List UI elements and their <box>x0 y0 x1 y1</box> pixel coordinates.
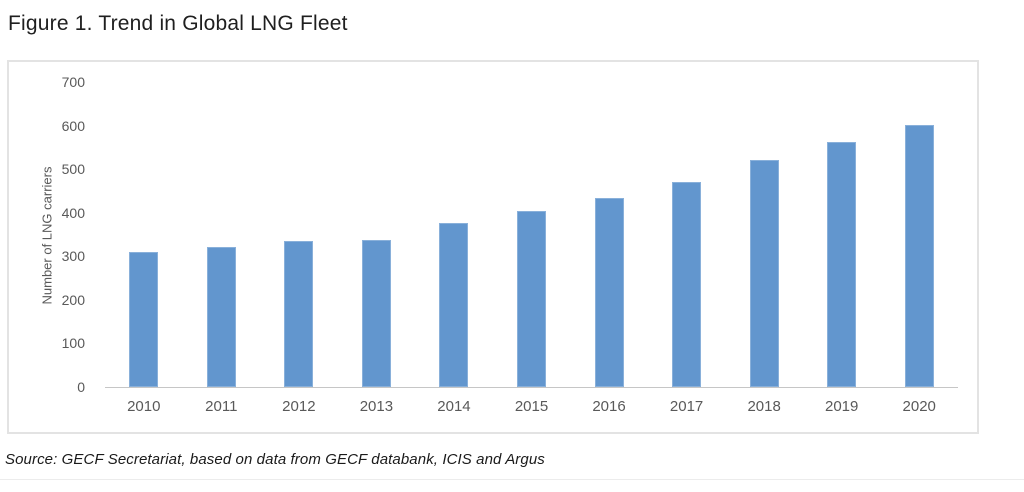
x-tick-label-2013: 2013 <box>359 398 394 415</box>
x-tick-label-2019: 2019 <box>824 398 859 415</box>
y-tick-label-100: 100 <box>61 335 85 352</box>
bar-2020 <box>904 124 934 387</box>
x-tick-label-2018: 2018 <box>747 398 781 415</box>
y-tick-label-200: 200 <box>61 291 85 308</box>
bar-2018 <box>749 160 779 387</box>
chart-panel: Number of LNG carriers 0 100 200 300 400 500 6… <box>7 60 979 434</box>
bar-2015 <box>517 210 546 387</box>
y-tick-label-400: 400 <box>61 204 85 221</box>
bottom-divider <box>0 479 1024 480</box>
y-tick-label-500: 500 <box>61 161 85 178</box>
x-tick-label-2014: 2014 <box>437 398 471 415</box>
bar-2014 <box>439 222 469 387</box>
bar-2016 <box>594 197 624 387</box>
bar-2010 <box>129 251 159 387</box>
x-tick-label-2015: 2015 <box>514 398 549 415</box>
figure-title: Figure 1. Trend in Global LNG Fleet <box>8 12 348 35</box>
y-tick-label-600: 600 <box>61 117 85 134</box>
y-tick-label-0: 0 <box>77 379 85 395</box>
y-tick-label-300: 300 <box>61 248 85 265</box>
bar-2012 <box>284 241 314 387</box>
x-tick-label-2017: 2017 <box>669 398 704 415</box>
x-tick-label-2010: 2010 <box>127 398 161 415</box>
x-tick-label-2016: 2016 <box>592 398 626 415</box>
source-note: Source: GECF Secretariat, based on data … <box>5 451 545 468</box>
y-tick-label-700: 700 <box>61 74 85 90</box>
bar-2019 <box>827 142 857 387</box>
x-axis-line <box>105 387 958 388</box>
bar-2017 <box>672 182 702 387</box>
x-tick-label-2011: 2011 <box>205 398 238 415</box>
x-axis-labels: 2010 2011 2012 2013 2014 2015 2016 2017 2018 2019… <box>105 398 958 418</box>
plot-area <box>105 82 958 387</box>
x-tick-label-2020: 2020 <box>902 398 936 415</box>
bar-2011 <box>206 246 236 387</box>
x-tick-label-2012: 2012 <box>282 398 316 415</box>
bar-2013 <box>361 240 391 387</box>
